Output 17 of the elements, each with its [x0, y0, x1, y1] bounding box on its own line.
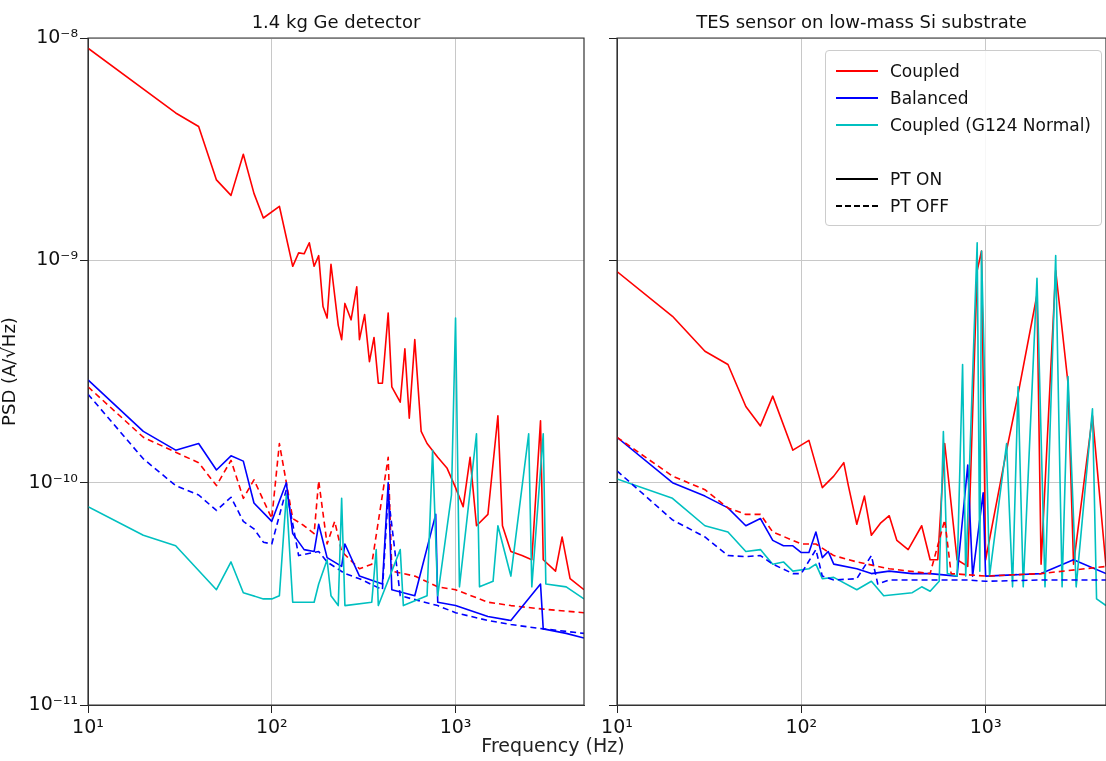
y-tick-label: 10⁻⁸: [36, 24, 78, 47]
y-tick-label: 10⁻⁹: [36, 247, 78, 270]
y-tick-label: 10⁻¹¹: [28, 691, 78, 714]
x-tick-label: 10³: [439, 715, 472, 738]
x-tick-label: 10³: [969, 715, 1002, 738]
x-tick-label: 10²: [785, 715, 818, 738]
legend-label: Coupled: [889, 60, 960, 81]
legend-label: PT ON: [889, 168, 943, 189]
x-tick-label: 10¹: [72, 715, 104, 738]
x-tick-label: 10²: [255, 715, 288, 738]
legend-label: Coupled (G124 Normal): [889, 114, 1091, 135]
y-axis-title: PSD (A/√Hz): [0, 317, 20, 426]
chart-title: TES sensor on low-mass Si substrate: [695, 10, 1027, 32]
chart-title: 1.4 kg Ge detector: [251, 10, 421, 32]
legend-label: Balanced: [889, 87, 969, 108]
legend-label: PT OFF: [889, 195, 949, 216]
y-tick-label: 10⁻¹⁰: [28, 469, 78, 492]
